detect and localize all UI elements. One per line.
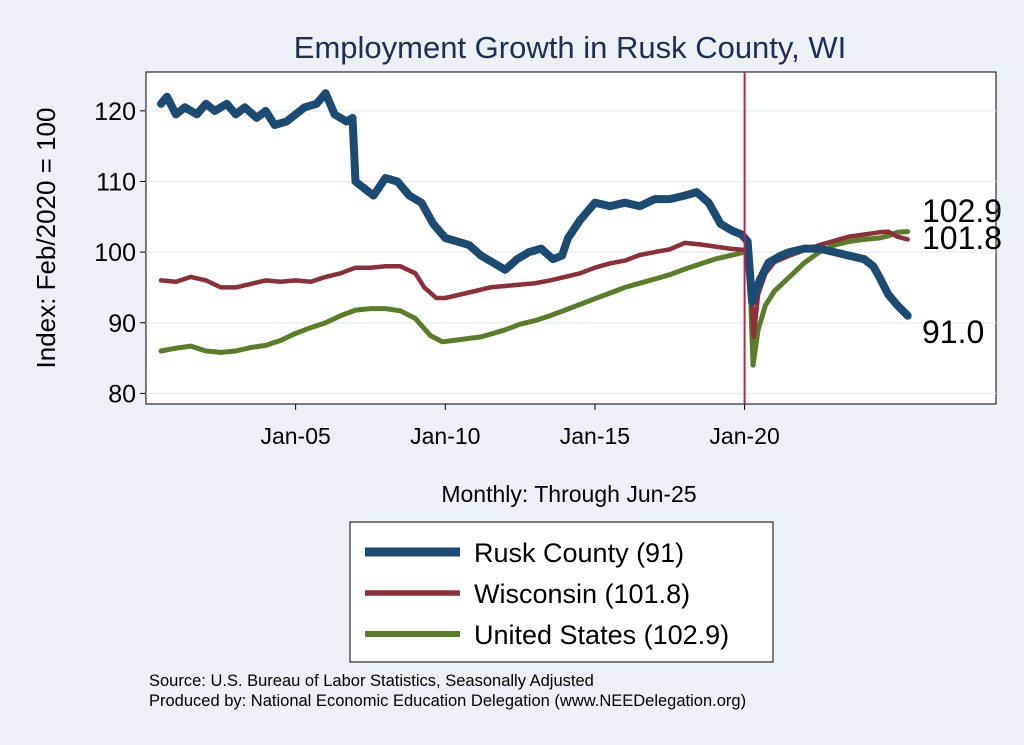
- y-axis-ticks: 80 90 100 110 120: [94, 98, 146, 408]
- legend-label-0: Rusk County (91): [474, 538, 684, 568]
- x-axis-ticks: Jan-05 Jan-10 Jan-15 Jan-20: [260, 404, 780, 449]
- end-label-series-0: 91.0: [922, 314, 984, 350]
- legend: Rusk County (91) Wisconsin (101.8) United …: [365, 538, 729, 650]
- end-label-series-1: 101.8: [922, 220, 1002, 256]
- chart-title: Employment Growth in Rusk County, WI: [294, 30, 846, 65]
- y-tick-label-100: 100: [94, 239, 136, 267]
- series-line-2: [158, 229, 911, 368]
- y-axis-label: Index: Feb/2020 = 100: [31, 108, 61, 369]
- gridlines: [146, 110, 996, 395]
- legend-label-2: United States (102.9): [474, 620, 729, 650]
- y-tick-label-110: 110: [96, 168, 136, 196]
- x-axis-label: Monthly: Through Jun-25: [441, 481, 696, 507]
- x-tick-label-Jan-05: Jan-05: [260, 423, 330, 449]
- y-tick-label-90: 90: [108, 310, 136, 338]
- x-tick-label-Jan-15: Jan-15: [560, 423, 630, 449]
- y-tick-label-80: 80: [108, 380, 136, 408]
- legend-label-1: Wisconsin (101.8): [474, 579, 690, 609]
- x-tick-label-Jan-10: Jan-10: [410, 423, 480, 449]
- y-tick-label-120: 120: [94, 98, 136, 126]
- end-label-series-2: 102.9: [922, 193, 1002, 229]
- source-note: Source: U.S. Bureau of Labor Statistics,…: [149, 672, 594, 690]
- series-line-0: [157, 89, 912, 320]
- series-layer: [157, 89, 912, 368]
- x-tick-label-Jan-20: Jan-20: [709, 423, 779, 449]
- produced-by-note: Produced by: National Economic Education…: [149, 692, 747, 710]
